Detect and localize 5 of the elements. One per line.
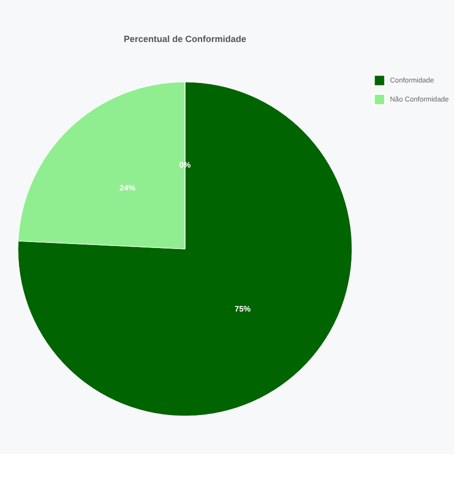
data-label: 75% [234,304,251,314]
data-label: 24% [119,184,136,193]
pie-slice [18,82,352,416]
text: 0% [179,160,191,170]
chart-title: Percentual de Conformidade [124,34,246,44]
